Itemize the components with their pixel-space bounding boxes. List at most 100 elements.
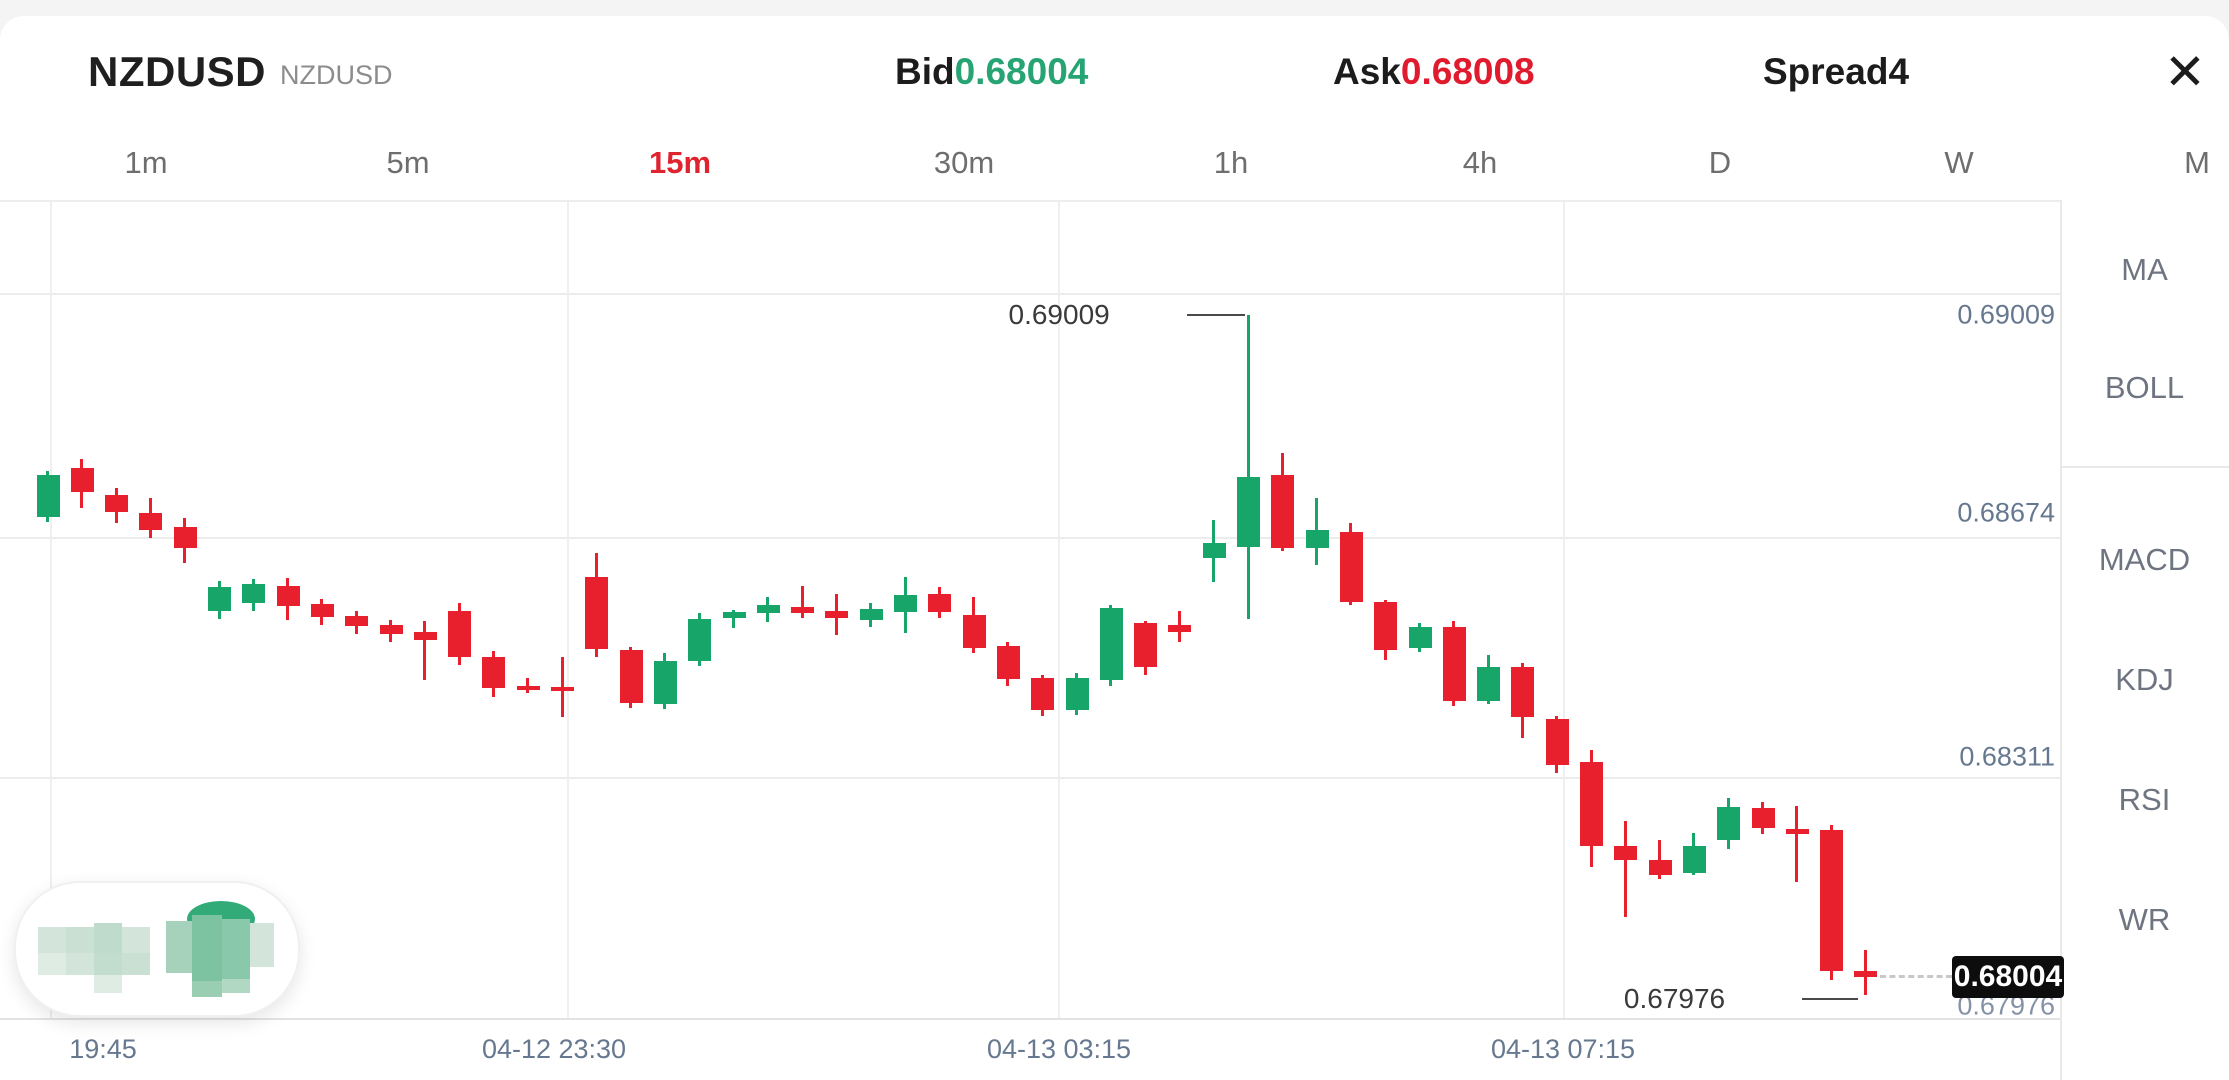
candle-body: [36, 475, 60, 518]
header: NZDUSD NZDUSD Bid 0.68004 Ask 0.68008 Sp…: [0, 16, 2229, 128]
candle-body: [791, 606, 815, 614]
candle-body: [1134, 623, 1158, 668]
timeframe-tab-w[interactable]: W: [1944, 145, 1974, 180]
candle-body: [448, 610, 472, 657]
timeframe-tab-5m[interactable]: 5m: [386, 145, 430, 180]
candle-wick: [732, 609, 735, 629]
candle-body: [551, 687, 574, 691]
timeframe-tab-m[interactable]: M: [2184, 145, 2210, 180]
candle-body: [1614, 845, 1638, 861]
candle-wick: [1658, 840, 1662, 880]
candle-body: [1202, 542, 1226, 558]
symbol-subtitle: NZDUSD: [280, 59, 393, 90]
candle-wick: [526, 677, 530, 694]
candle-body: [516, 685, 540, 690]
candle-body: [619, 650, 643, 703]
candle-body: [1785, 828, 1809, 834]
timeframe-tab-1h[interactable]: 1h: [1213, 145, 1249, 180]
candle-body: [1099, 608, 1123, 680]
candle-body: [1271, 475, 1295, 549]
timeframe-tab-30m[interactable]: 30m: [933, 145, 995, 180]
candle-wick: [1795, 805, 1799, 882]
indicator-kdj[interactable]: KDJ: [2115, 662, 2174, 697]
candle-body: [379, 625, 403, 635]
high-annotation-line: [1186, 314, 1245, 316]
price-axis-label: 0.69009: [1957, 299, 2055, 330]
x-axis-line: [0, 1018, 2060, 1020]
timeframe-tab-d[interactable]: D: [1708, 145, 1732, 180]
timeframe-tabs: 1m 5m 15m 30m 1h 4h D W M: [0, 128, 2229, 202]
candle-wick: [560, 656, 564, 718]
candle-body: [242, 584, 266, 603]
high-price-annotation: 0.69009: [1008, 299, 1110, 330]
candle-body: [1442, 627, 1466, 702]
bid-quote: Bid 0.68004: [895, 16, 1088, 128]
ask-label: Ask: [1333, 51, 1401, 92]
candle-body: [962, 615, 986, 649]
spread-value: 4: [1888, 51, 1910, 92]
candle-body: [70, 468, 94, 493]
candle-body: [1374, 602, 1398, 651]
candle-body: [688, 618, 712, 662]
low-price-annotation: 0.67976: [1623, 983, 1726, 1015]
price-axis-label: 0.68311: [1959, 741, 2055, 772]
candle-body: [1031, 678, 1055, 710]
timeframe-tab-4h[interactable]: 4h: [1462, 145, 1498, 180]
candle-body: [1305, 530, 1329, 549]
candle-body: [482, 656, 506, 688]
candle-body: [1717, 807, 1741, 841]
indicator-ma[interactable]: MA: [2121, 252, 2168, 287]
candle-body: [894, 594, 917, 612]
candle-wick: [1246, 315, 1250, 619]
gridline-vertical: [567, 200, 569, 1018]
current-price-dashed-line: [1879, 974, 1952, 978]
timeframe-tab-1m[interactable]: 1m: [124, 145, 168, 180]
low-annotation-line: [1801, 998, 1858, 1001]
candle-body: [928, 593, 952, 612]
candle-body: [653, 661, 677, 705]
candle-body: [310, 604, 334, 618]
candle-body: [105, 495, 129, 512]
candle-body: [1168, 625, 1192, 632]
indicator-wr[interactable]: WR: [2118, 902, 2171, 937]
time-axis-label: 19:45: [69, 1034, 137, 1064]
candle-body: [1065, 677, 1089, 710]
ask-quote: Ask 0.68008: [1333, 16, 1535, 128]
time-axis-label: 04-13 07:15: [1490, 1034, 1636, 1064]
ask-value: 0.68008: [1400, 51, 1535, 92]
spread-label: Spread: [1763, 51, 1889, 92]
candle-body: [208, 586, 231, 611]
candle-body: [413, 632, 437, 641]
close-icon[interactable]: ✕: [2164, 44, 2206, 100]
gridline-horizontal: [0, 293, 2060, 295]
chart-panel: [0, 16, 2229, 1080]
candle-body: [585, 577, 609, 649]
candle-body: [1477, 667, 1501, 702]
indicator-sidebar: [2060, 200, 2229, 1080]
bid-value: 0.68004: [954, 51, 1089, 92]
candle-wick: [1623, 821, 1627, 917]
candle-body: [1751, 808, 1775, 829]
candle-body: [1648, 860, 1672, 875]
candle-body: [1511, 666, 1535, 717]
candle-wick: [423, 620, 427, 680]
candle-body: [1580, 762, 1603, 846]
indicator-boll[interactable]: BOLL: [2104, 370, 2185, 405]
candle-wick: [800, 585, 804, 619]
candle-body: [276, 586, 300, 606]
indicator-macd[interactable]: MACD: [2098, 542, 2191, 577]
candle-body: [1854, 970, 1878, 977]
gridline-vertical: [1058, 200, 1060, 1018]
time-axis-label: 04-12 23:30: [481, 1034, 627, 1064]
timeframe-tab-15m[interactable]: 15m: [648, 145, 712, 180]
candle-body: [1820, 829, 1844, 972]
watermark-logo-pill: [14, 881, 300, 1017]
indicator-group-divider: [2062, 466, 2229, 468]
sidebar-divider: [2060, 200, 2062, 1080]
candle-body: [1339, 532, 1363, 602]
candle-body: [173, 527, 197, 549]
indicator-rsi[interactable]: RSI: [2118, 782, 2171, 817]
symbol-name: NZDUSD: [88, 48, 266, 95]
candle-body: [345, 615, 369, 627]
